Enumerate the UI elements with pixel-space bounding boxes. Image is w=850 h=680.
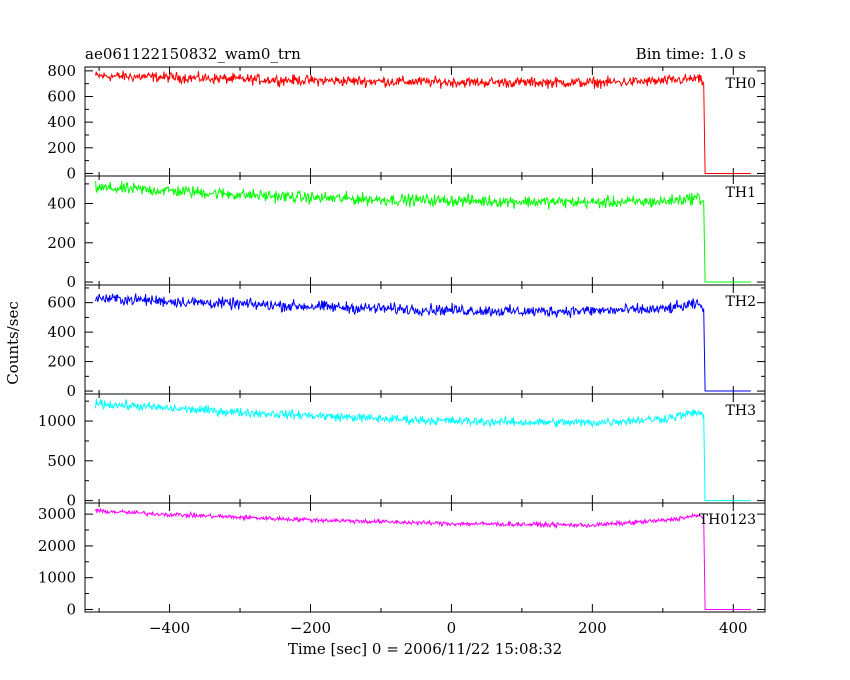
x-tick-label: 200 bbox=[578, 619, 607, 637]
series-label-th0: TH0 bbox=[726, 76, 756, 92]
panel-frame bbox=[84, 502, 766, 613]
bin-time-label: Bin time: 1.0 s bbox=[636, 45, 746, 63]
y-tick-label: 800 bbox=[47, 62, 76, 80]
y-tick-label: 0 bbox=[66, 492, 76, 510]
series-label-th1: TH1 bbox=[726, 185, 756, 201]
series-line-th0123 bbox=[95, 508, 751, 610]
panel-th0: 0 200 400 600 800 TH0 bbox=[47, 62, 766, 182]
panel-frame bbox=[84, 284, 766, 395]
x-tick-label: −200 bbox=[290, 619, 331, 637]
panel-th3: 0 500 1000 TH3 bbox=[38, 393, 766, 510]
y-tick-label: 200 bbox=[47, 139, 76, 157]
y-tick-label: 600 bbox=[47, 294, 76, 312]
series-line-th1 bbox=[95, 181, 751, 283]
series-label-th2: TH2 bbox=[726, 294, 756, 310]
y-tick-label: 3000 bbox=[38, 505, 76, 523]
y-tick-label: 200 bbox=[47, 353, 76, 371]
panel-th1: 0 200 400 TH1 bbox=[47, 175, 766, 291]
x-tick-label: −400 bbox=[149, 619, 190, 637]
x-tick-label: 400 bbox=[719, 619, 748, 637]
series-line-th2 bbox=[95, 293, 751, 392]
x-tick-label: 0 bbox=[447, 619, 457, 637]
series-label-th0123: TH0123 bbox=[699, 512, 756, 528]
panel-th0123: 0 1000 2000 3000 TH0123 bbox=[38, 502, 766, 618]
y-tick-label: 400 bbox=[47, 194, 76, 212]
series-line-th0 bbox=[95, 70, 751, 174]
panel-th2: 0 200 400 600 TH2 bbox=[47, 284, 766, 400]
panel-frame bbox=[84, 66, 766, 177]
x-axis-title: Time [sec] 0 = 2006/11/22 15:08:32 bbox=[288, 640, 562, 658]
y-tick-label: 1000 bbox=[38, 412, 76, 430]
y-axis-title: Counts/sec bbox=[4, 301, 22, 385]
series-line-th3 bbox=[95, 398, 751, 502]
y-tick-label: 400 bbox=[47, 323, 76, 341]
y-tick-label: 0 bbox=[66, 273, 76, 291]
y-tick-label: 400 bbox=[47, 113, 76, 131]
y-tick-label: 500 bbox=[47, 452, 76, 470]
y-tick-label: 2000 bbox=[38, 537, 76, 555]
y-tick-label: 1000 bbox=[38, 569, 76, 587]
y-tick-label: 200 bbox=[47, 234, 76, 252]
y-tick-label: 0 bbox=[66, 382, 76, 400]
chart-title: ae061122150832_wam0_trn bbox=[85, 45, 301, 63]
series-label-th3: TH3 bbox=[726, 403, 756, 419]
y-tick-label: 0 bbox=[66, 164, 76, 182]
panel-frame bbox=[84, 175, 766, 286]
y-tick-label: 600 bbox=[47, 87, 76, 105]
y-tick-label: 0 bbox=[66, 600, 76, 618]
